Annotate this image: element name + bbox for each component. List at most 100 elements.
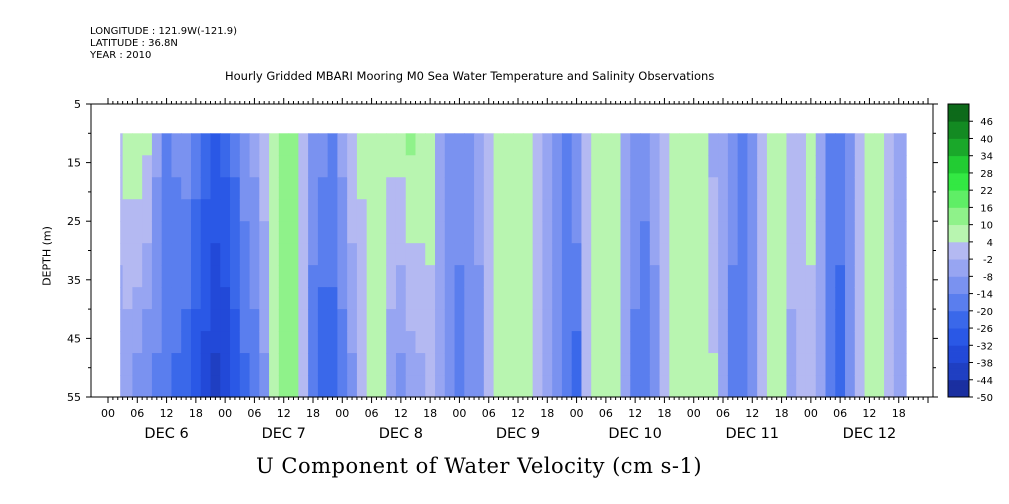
heat-cell bbox=[366, 287, 378, 310]
heat-cell bbox=[532, 331, 543, 354]
heat-cell bbox=[698, 177, 709, 200]
heat-cell bbox=[737, 353, 748, 376]
heat-cell bbox=[737, 375, 748, 398]
heat-cell bbox=[317, 353, 329, 376]
heat-cell bbox=[864, 221, 875, 244]
colorbar-swatch bbox=[948, 310, 969, 317]
heat-cell bbox=[776, 309, 788, 332]
heat-cell bbox=[269, 199, 280, 222]
heat-cell bbox=[649, 287, 661, 310]
heat-cell bbox=[347, 133, 358, 156]
heat-cell bbox=[308, 287, 319, 310]
heat-cell bbox=[120, 243, 124, 266]
heat-cell bbox=[503, 375, 514, 398]
colorbar-swatch bbox=[948, 236, 969, 243]
heat-cell bbox=[786, 375, 797, 398]
heat-cell bbox=[435, 265, 446, 288]
heat-cell bbox=[640, 177, 651, 200]
heat-cell bbox=[727, 375, 739, 398]
heat-cell bbox=[737, 155, 748, 178]
heat-cell bbox=[464, 155, 475, 178]
heat-cell bbox=[659, 221, 670, 244]
colorbar-label: -2 bbox=[983, 255, 993, 266]
heat-cell bbox=[620, 243, 631, 266]
colorbar-swatch bbox=[948, 328, 969, 335]
colorbar-swatch bbox=[948, 190, 969, 197]
heat-cell bbox=[483, 353, 495, 376]
heat-cell bbox=[835, 133, 846, 156]
heat-cell bbox=[640, 133, 651, 156]
heat-cell bbox=[845, 133, 856, 156]
heat-cell bbox=[376, 133, 387, 156]
heat-cell bbox=[395, 353, 407, 376]
heat-cell bbox=[835, 177, 846, 200]
heat-cell bbox=[483, 375, 495, 398]
colorbar-swatch bbox=[948, 316, 969, 323]
heat-cell bbox=[308, 199, 319, 222]
heat-cell bbox=[737, 331, 748, 354]
heat-cell bbox=[171, 221, 182, 244]
heat-cell bbox=[522, 221, 534, 244]
heat-cell bbox=[278, 375, 290, 398]
heat-cell bbox=[874, 375, 885, 398]
heat-cell bbox=[893, 133, 905, 156]
heat-cell bbox=[591, 375, 602, 398]
heat-cell bbox=[620, 133, 631, 156]
heat-cell bbox=[542, 221, 553, 244]
heat-cell bbox=[220, 243, 231, 266]
heat-cell bbox=[249, 331, 260, 354]
heat-cell bbox=[591, 155, 602, 178]
heat-cell bbox=[347, 331, 358, 354]
heat-cell bbox=[669, 309, 680, 332]
heat-cell bbox=[259, 353, 270, 376]
heat-cell bbox=[386, 199, 397, 222]
heat-cell bbox=[230, 265, 241, 288]
heat-cell bbox=[542, 287, 553, 310]
heat-cell bbox=[474, 375, 485, 398]
heat-cell bbox=[552, 243, 563, 266]
heat-cell bbox=[474, 353, 485, 376]
x-hour-label: 18 bbox=[189, 407, 203, 420]
heat-cell bbox=[747, 331, 758, 354]
colorbar-label: 16 bbox=[980, 203, 993, 214]
heat-cell bbox=[171, 375, 182, 398]
heat-cell bbox=[620, 199, 631, 222]
heat-cell bbox=[120, 221, 124, 244]
heat-cell bbox=[903, 287, 907, 310]
heat-cell bbox=[786, 177, 797, 200]
colorbar: 46 40 34 28 22 16 10 4 -2 -8 -14 -20 -26 -32 -38 -44 -50 bbox=[947, 103, 993, 404]
heat-cell bbox=[776, 133, 788, 156]
heat-cell bbox=[405, 177, 417, 200]
heat-cell bbox=[659, 243, 670, 266]
heat-cell bbox=[288, 309, 299, 332]
heat-cell bbox=[825, 375, 836, 398]
heat-cell bbox=[503, 353, 514, 376]
colorbar-swatch bbox=[948, 126, 969, 134]
heat-cell bbox=[845, 375, 856, 398]
x-hour-label: 12 bbox=[394, 407, 408, 420]
heat-cell bbox=[845, 287, 856, 310]
x-hour-label: 06 bbox=[247, 407, 261, 420]
heat-cell bbox=[317, 199, 329, 222]
heat-cell bbox=[210, 133, 221, 156]
heat-cell bbox=[708, 375, 719, 398]
heat-cell bbox=[190, 331, 202, 354]
heat-cell bbox=[600, 177, 612, 200]
heat-cell bbox=[503, 331, 514, 354]
colorbar-label: -38 bbox=[977, 359, 993, 370]
heat-cell bbox=[893, 331, 905, 354]
heat-cell bbox=[230, 133, 241, 156]
heat-cell bbox=[444, 265, 456, 288]
heat-cell bbox=[366, 199, 378, 222]
heat-cell bbox=[532, 375, 543, 398]
heat-cell bbox=[503, 155, 514, 178]
heat-cell bbox=[337, 133, 348, 156]
heat-cell bbox=[542, 199, 553, 222]
heat-cell bbox=[600, 353, 612, 376]
heat-cell bbox=[737, 287, 748, 310]
heat-cell bbox=[825, 199, 836, 222]
heat-cell bbox=[386, 155, 397, 178]
y-tick-label: 5 bbox=[74, 98, 81, 111]
heat-cell bbox=[474, 265, 485, 288]
